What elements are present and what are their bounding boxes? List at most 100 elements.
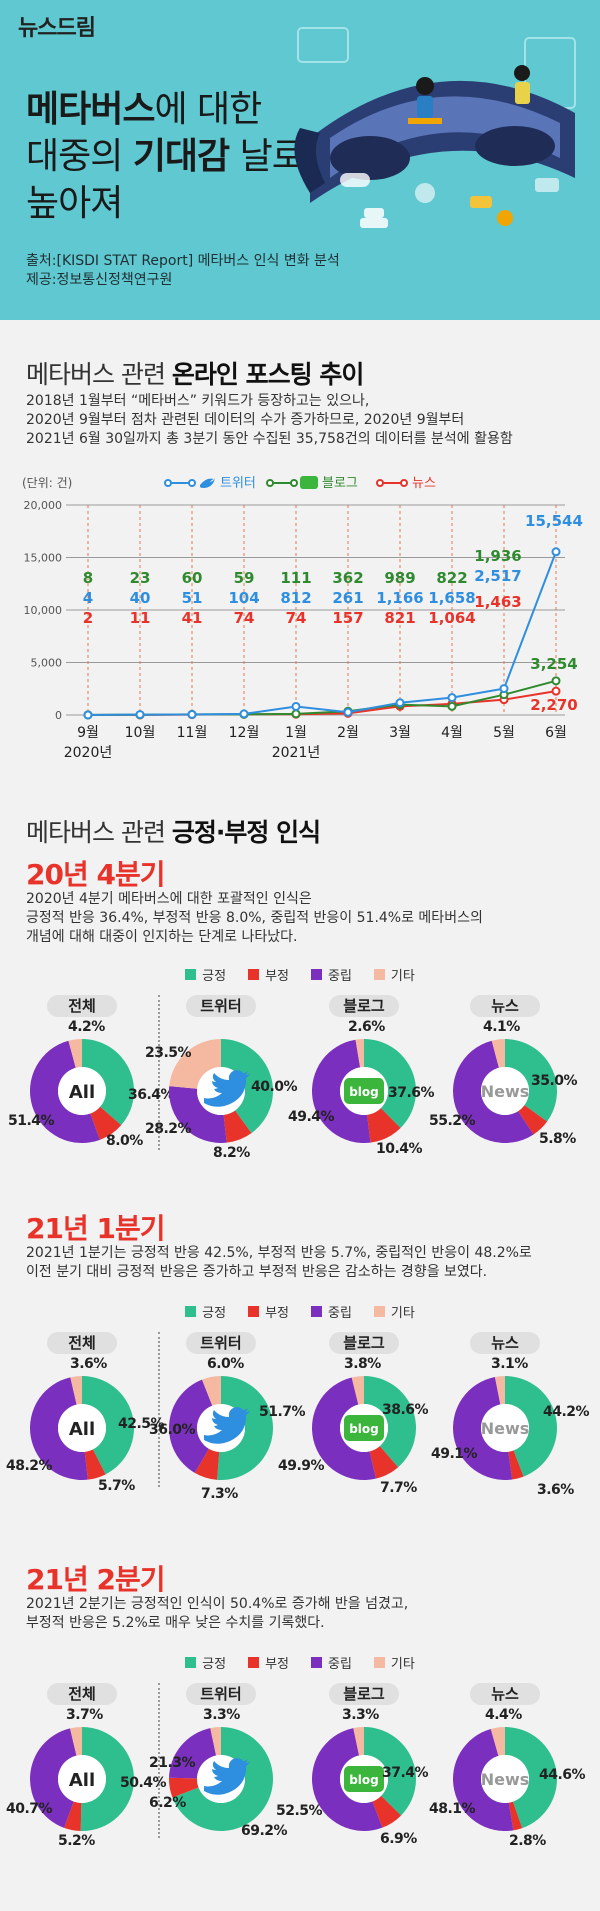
donut-slice [29, 1728, 77, 1828]
data-point [551, 547, 561, 557]
legend-item: 부정 [248, 965, 289, 984]
legend-item: 부정 [248, 1653, 289, 1672]
center-label-news: News [481, 1770, 530, 1789]
data-label: 59 [234, 569, 255, 587]
x-tick-label: 4월 [441, 725, 463, 741]
percentage-label: 2.6% [348, 1019, 385, 1035]
data-label: 15,544 [525, 512, 583, 530]
donut-slice [68, 1039, 82, 1068]
legend-swatch [373, 969, 385, 980]
donut-slice [508, 1450, 524, 1480]
center-label-blog: blog [349, 1085, 379, 1099]
donut-slice [311, 1039, 371, 1143]
data-point [239, 709, 249, 719]
percentage-label: 7.7% [380, 1480, 417, 1496]
donut-chart [169, 1727, 273, 1831]
donut-chart: All [29, 1727, 134, 1831]
percentage-label: 3.8% [344, 1356, 381, 1372]
data-label: 989 [384, 569, 415, 587]
donut-slice [84, 1449, 106, 1480]
data-label: 1,936 [474, 547, 521, 565]
x-tick-label: 10월 [125, 725, 156, 741]
x-tick-label: 9월 [77, 725, 99, 741]
x-tick-label: 12월 [229, 725, 260, 741]
data-label: 3,254 [530, 655, 577, 673]
series-line-2 [87, 690, 557, 716]
percentage-label: 49.9% [278, 1458, 325, 1474]
percentage-label: 4.1% [483, 1019, 520, 1035]
title-bold-1: 메타버스 [26, 89, 155, 130]
data-label: 1,658 [428, 589, 475, 607]
percentage-label: 6.9% [380, 1831, 417, 1847]
percentage-label: 37.6% [388, 1085, 435, 1101]
data-label: 74 [286, 609, 307, 627]
quarter-description: 2021년 2분기는 긍정적인 인식이 50.4%로 증가해 반을 넘겼고, 부정… [26, 1595, 408, 1633]
donut-hole [58, 1067, 106, 1115]
data-label: 40 [130, 589, 151, 607]
header-banner: 뉴스드림 메타버스에 대한 대중의 기대감 날로 높아져 출처:[KISDI S… [0, 0, 600, 320]
donut-slice [82, 1039, 134, 1126]
donut-slice [453, 1040, 534, 1143]
legend-label: 기타 [390, 1306, 415, 1321]
legend-item: 중립 [311, 965, 352, 984]
center-label-all: All [69, 1419, 95, 1440]
title-line-3: 높아져 [26, 183, 123, 224]
donut-slice [194, 1448, 220, 1480]
twitter-icon [200, 478, 215, 488]
data-point [551, 686, 561, 696]
percentage-label: 7.3% [201, 1486, 238, 1502]
percentage-label: 49.1% [431, 1446, 478, 1462]
data-label: 2 [83, 609, 93, 627]
percentage-label: 3.6% [537, 1482, 574, 1498]
legend-swatch [185, 1306, 197, 1317]
donut-slice [70, 1727, 82, 1756]
desc-line: 2018년 1월부터 “메타버스” 키워드가 등장하고는 있으나, [26, 393, 370, 409]
donut-chart [169, 1376, 273, 1480]
legend-swatch [248, 969, 260, 980]
donut-slice [64, 1801, 82, 1831]
donut-title-pill: 전체 [47, 995, 117, 1017]
data-label: 2,270 [530, 696, 577, 714]
legend-label: 긍정 [202, 1306, 227, 1321]
donut-section-heading: 메타버스 관련 긍정·부정 인식 [26, 813, 321, 849]
desc-line: 2021년 2분기는 긍정적인 인식이 50.4%로 증가해 반을 넘겼고, [26, 1596, 409, 1612]
quarter-title: 20년 4분기 [26, 858, 165, 891]
percentage-label: 3.1% [491, 1356, 528, 1372]
desc-line: 부정적 반응은 5.2%로 매우 낮은 수치를 기록했다. [26, 1615, 325, 1631]
center-label-news: News [481, 1419, 530, 1438]
donut-slice [169, 1039, 221, 1089]
title-bold-2: 기대감 [132, 136, 230, 177]
donut-slice [508, 1801, 523, 1831]
legend-label: 부정 [265, 969, 289, 984]
donut-hole [58, 1755, 106, 1803]
donut-slice [172, 1727, 273, 1831]
data-label: 1,463 [474, 593, 521, 611]
legend-label: 기타 [390, 969, 415, 984]
data-label: 51 [182, 589, 203, 607]
legend-item: 부정 [248, 1302, 289, 1321]
year-label: 2020년 [64, 745, 113, 761]
percentage-label: 3.7% [66, 1707, 103, 1723]
donut-title-pill: 트위터 [186, 995, 256, 1017]
percentage-label: 5.2% [58, 1833, 95, 1849]
donut-slice [169, 1379, 213, 1473]
donut-slice [223, 1110, 252, 1143]
legend-swatch [248, 1306, 260, 1317]
x-tick-label: 3월 [389, 725, 411, 741]
legend-label: 트위터 [220, 476, 256, 491]
chart-divider [158, 995, 160, 1150]
title-rest-2: 날로 [229, 136, 305, 177]
blog-icon [300, 476, 318, 489]
donut-title-pill: 뉴스 [470, 1683, 540, 1705]
donut-hole [58, 1404, 106, 1452]
data-label: 104 [228, 589, 259, 607]
percentage-label: 5.7% [98, 1478, 135, 1494]
desc-line: 2021년 6월 30일까지 총 3분기 동안 수집된 35,758건의 데이터… [26, 431, 513, 447]
y-tick-label: 0 [55, 709, 62, 722]
source-text: 출처:[KISDI STAT Report] 메타버스 인식 변화 분석 [26, 253, 340, 269]
data-point [499, 684, 509, 694]
data-label: 812 [280, 589, 311, 607]
quarter-title: 21년 2분기 [26, 1563, 165, 1596]
data-point [187, 709, 197, 719]
center-label-all: All [69, 1770, 95, 1791]
